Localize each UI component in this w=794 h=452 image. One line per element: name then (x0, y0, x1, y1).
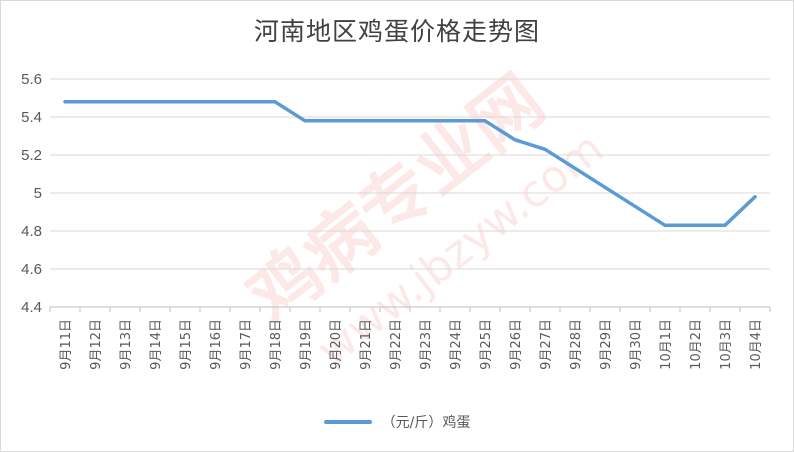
x-tick-label: 9月15日 (179, 319, 194, 370)
data-point (273, 100, 277, 104)
x-tick-label: 9月23日 (419, 319, 434, 370)
data-point (633, 204, 637, 208)
data-point (243, 100, 247, 104)
x-tick-label: 9月12日 (89, 319, 104, 370)
legend: （元/斤）鸡蛋 (0, 412, 794, 432)
x-tick-label: 9月14日 (149, 319, 164, 370)
x-tick-label: 9月29日 (599, 319, 614, 370)
data-point (423, 119, 427, 123)
y-tick-label: 4.6 (21, 261, 42, 278)
y-tick-label: 5.6 (21, 71, 42, 88)
data-point (693, 223, 697, 227)
data-point (153, 100, 157, 104)
data-point (303, 119, 307, 123)
x-tick-label: 9月18日 (269, 319, 284, 370)
x-tick-label: 10月2日 (689, 319, 704, 370)
y-tick-label: 5.4 (21, 109, 42, 126)
data-point (333, 119, 337, 123)
x-tick-label: 9月19日 (299, 319, 314, 370)
data-point (573, 166, 577, 170)
x-tick-label: 9月11日 (59, 319, 74, 370)
x-tick-label: 9月13日 (119, 319, 134, 370)
x-tick-label: 9月17日 (239, 319, 254, 370)
x-tick-label: 9月22日 (389, 319, 404, 370)
data-point (513, 138, 517, 142)
y-axis: 4.4 4.6 4.8 5 5.2 5.4 5.6 (21, 71, 42, 316)
x-tick-label: 9月30日 (629, 319, 644, 370)
y-tick-label: 5 (34, 185, 42, 202)
x-tick-label: 9月27日 (539, 319, 554, 370)
x-tick-label: 10月1日 (659, 319, 674, 370)
x-tick-label: 9月16日 (209, 319, 224, 370)
data-point (213, 100, 217, 104)
series-group (63, 100, 757, 228)
series-line (63, 100, 757, 228)
data-point (483, 119, 487, 123)
data-point (543, 147, 547, 151)
y-tick-label: 4.8 (21, 223, 42, 240)
data-point (63, 100, 67, 104)
x-tick-label: 9月28日 (569, 319, 584, 370)
x-axis: 9月11日 9月12日 9月13日 9月14日 9月15日 9月16日 9月17日 9月18日… (49, 307, 771, 370)
x-tick-label: 9月21日 (359, 319, 374, 370)
legend-label: （元/斤）鸡蛋 (381, 415, 471, 431)
x-tick-label: 9月20日 (329, 319, 344, 370)
data-point (363, 119, 367, 123)
x-tick-label: 10月3日 (719, 319, 734, 370)
data-point (123, 100, 127, 104)
data-point (753, 195, 757, 199)
y-tick-label: 4.4 (21, 299, 42, 316)
data-point (603, 185, 607, 189)
data-point (183, 100, 187, 104)
data-point (393, 119, 397, 123)
y-tick-label: 5.2 (21, 147, 42, 164)
data-point (663, 223, 667, 227)
x-tick-label: 9月26日 (509, 319, 524, 370)
x-tick-label: 9月25日 (479, 319, 494, 370)
data-point (723, 223, 727, 227)
gridlines (50, 78, 770, 308)
chart-title: 河南地区鸡蛋价格走势图 (253, 17, 540, 46)
data-point (453, 119, 457, 123)
x-tick-label: 10月4日 (749, 319, 764, 370)
data-point (93, 100, 97, 104)
legend-swatch (323, 420, 372, 424)
x-tick-label: 9月24日 (449, 319, 464, 370)
